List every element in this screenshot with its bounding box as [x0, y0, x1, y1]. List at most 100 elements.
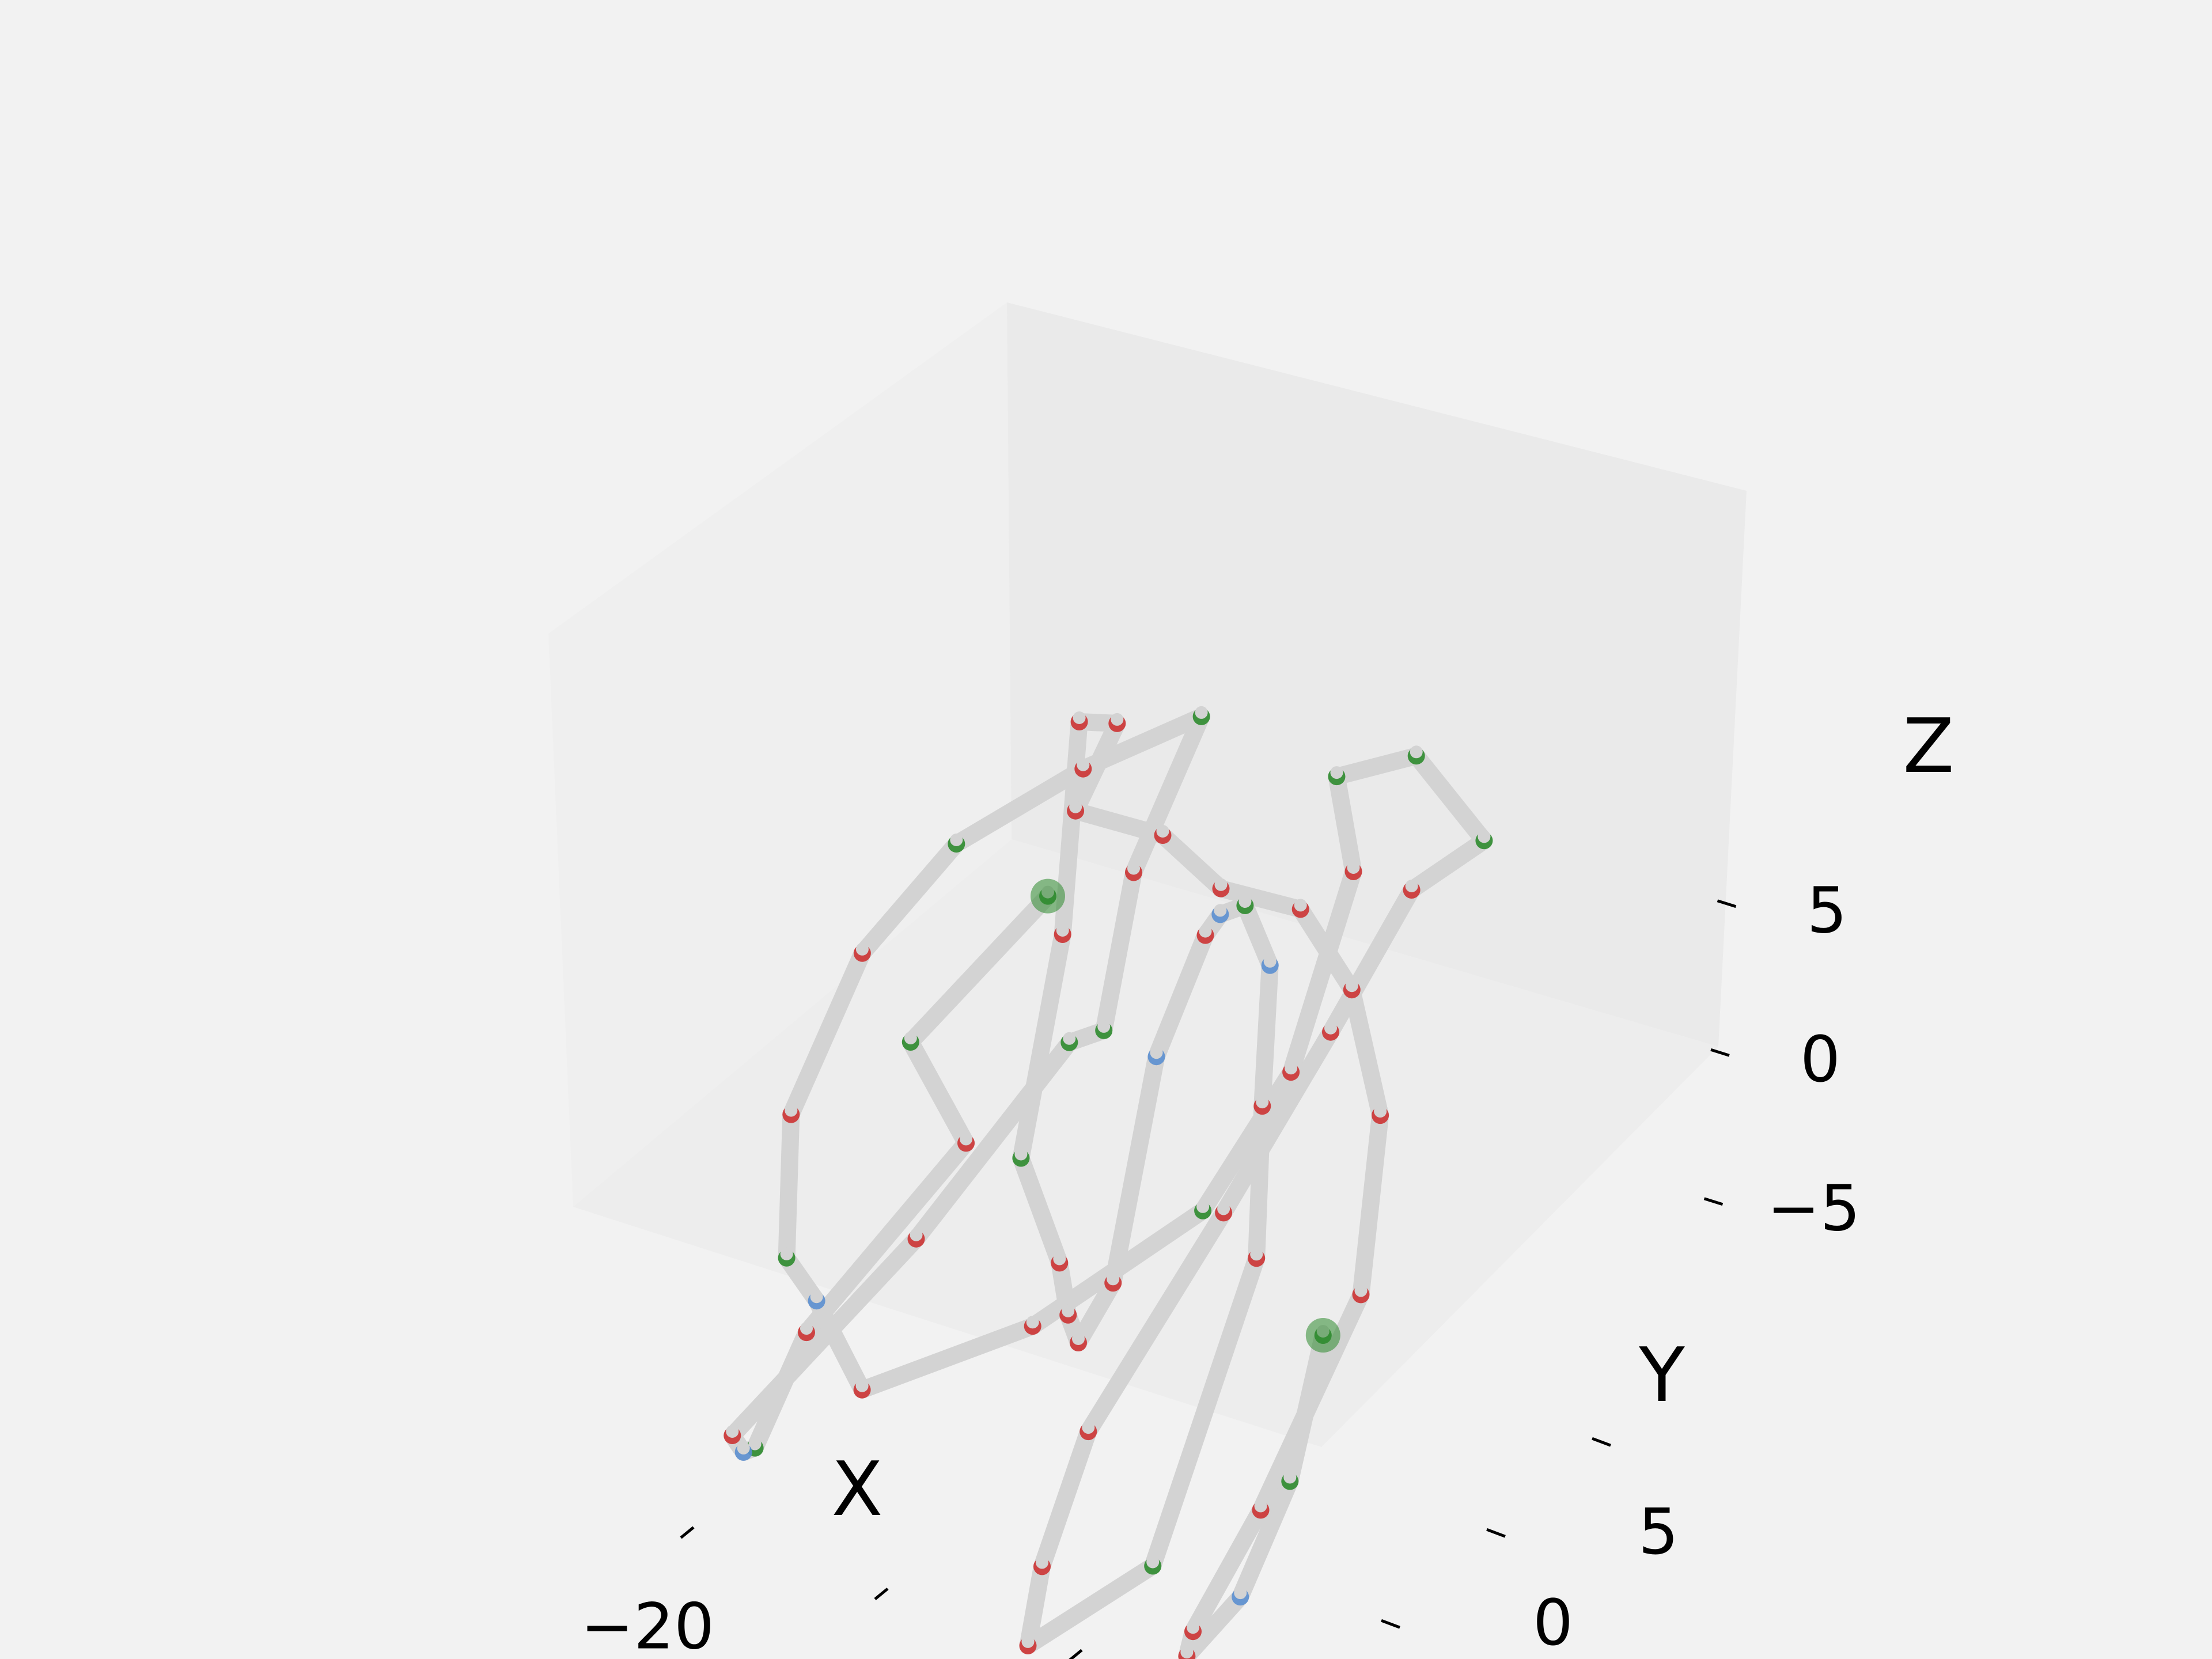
data-point-overlay — [1111, 713, 1124, 726]
data-point-overlay — [810, 1290, 823, 1304]
data-point-overlay — [1254, 1499, 1267, 1513]
y-tick — [1592, 1437, 1611, 1447]
data-point-overlay — [1097, 1020, 1111, 1033]
data-point-overlay — [1073, 711, 1086, 724]
series-layer — [724, 706, 1493, 1659]
series-segment — [1054, 713, 1088, 943]
data-point-overlay — [780, 1247, 793, 1260]
data-point-overlay — [1187, 1621, 1199, 1634]
data-point-overlay — [1072, 1332, 1085, 1345]
data-point-overlay — [1062, 1304, 1075, 1317]
data-point-overlay — [726, 1425, 739, 1438]
data-point-overlay — [855, 942, 869, 956]
data-point-overlay — [737, 1441, 750, 1455]
series-segment — [1322, 881, 1421, 1041]
y-tick-label: 5 — [1638, 1495, 1679, 1569]
series-segment — [724, 1230, 925, 1444]
series-segment — [1194, 1063, 1300, 1219]
x-tick-label: −20 — [581, 1589, 714, 1659]
data-point-overlay — [1014, 1147, 1028, 1161]
series-segment — [1407, 747, 1493, 850]
x-tick-label: 0 — [821, 1651, 862, 1659]
x-axis-label: X — [831, 1445, 882, 1533]
data-point-overlay — [1217, 1202, 1230, 1215]
data-point-overlay — [950, 834, 963, 846]
series-segment — [808, 1292, 871, 1399]
series-segment — [1236, 897, 1279, 974]
data-point-overlay — [1283, 1471, 1297, 1484]
data-point-overlay — [1214, 878, 1228, 891]
series-segment — [853, 1317, 1041, 1399]
series-segment — [782, 944, 871, 1123]
x-tick — [874, 1588, 889, 1600]
data-point-overlay — [1026, 1316, 1039, 1329]
data-point-overlay — [1238, 895, 1252, 908]
series-segment — [1328, 747, 1425, 786]
series-segment — [1215, 1023, 1339, 1222]
data-point-overlay — [904, 1032, 917, 1044]
x-tick — [680, 1526, 695, 1539]
y-tick — [1381, 1619, 1400, 1629]
data-point-overlay — [1156, 825, 1169, 838]
series-segment — [1095, 863, 1142, 1039]
series-segment — [1248, 1097, 1271, 1267]
data-point-overlay — [1195, 706, 1208, 719]
z-tick-label: 5 — [1807, 874, 1847, 948]
data-point-overlay — [1180, 1646, 1194, 1659]
series-segment — [1147, 926, 1214, 1066]
data-point-overlay — [1256, 1096, 1269, 1109]
series-segment — [778, 1105, 800, 1267]
data-point-overlay — [1410, 745, 1423, 759]
data-point-overlay — [910, 1228, 923, 1241]
data-point-overlay — [1285, 1062, 1298, 1075]
data-point-overlay — [748, 1437, 762, 1450]
data-point-overlay — [1036, 1556, 1048, 1569]
series-segment — [1067, 802, 1172, 844]
data-point-overlay — [1107, 1272, 1120, 1286]
series-segment — [1144, 1249, 1266, 1575]
z-tick — [1703, 1197, 1724, 1206]
series-segment — [1352, 1107, 1389, 1304]
data-point-overlay — [960, 1132, 972, 1146]
data-point-overlay — [1146, 1555, 1160, 1569]
series-segment — [1178, 1588, 1249, 1659]
data-point-overlay — [1063, 1032, 1076, 1045]
series-segment — [1125, 707, 1210, 881]
series-segment — [1282, 863, 1362, 1081]
left-pane-xz — [548, 302, 1012, 1207]
series-segment — [1019, 1557, 1162, 1654]
z-tick — [1710, 1048, 1730, 1057]
series-segment — [1281, 1327, 1332, 1490]
z-axis-label: Z — [1903, 702, 1954, 790]
ticks-layer: −20020−505−505 — [581, 874, 1861, 1659]
series-segment — [798, 1134, 975, 1342]
data-point-overlay — [1077, 758, 1090, 771]
data-point-overlay — [1021, 1635, 1035, 1648]
data-point-overlay — [1354, 1284, 1368, 1297]
series-segment — [1070, 1274, 1122, 1351]
data-point-overlay — [1478, 830, 1491, 843]
z-tick-label: 0 — [1800, 1022, 1840, 1096]
y-tick — [1486, 1528, 1506, 1538]
series-segment — [1033, 1423, 1097, 1575]
data-point-overlay — [1196, 1200, 1210, 1213]
series-segment — [1343, 981, 1389, 1124]
data-point-overlay — [1345, 979, 1358, 993]
data-point-overlay — [1053, 1252, 1066, 1266]
series-segment — [948, 760, 1092, 853]
series-segment — [1212, 880, 1309, 918]
data-point-overlay — [785, 1104, 798, 1117]
data-point-overlay — [1214, 904, 1227, 917]
series-segment — [853, 835, 965, 962]
data-point-overlay — [1082, 1421, 1095, 1434]
data-point-overlay — [1069, 800, 1082, 813]
data-point-overlay — [1263, 955, 1277, 968]
series-segment — [1154, 827, 1230, 897]
series-segment — [1012, 1149, 1069, 1272]
data-point-overlay — [1056, 924, 1069, 937]
data-point-overlay — [1150, 1046, 1163, 1059]
z-tick-label: −5 — [1767, 1172, 1860, 1245]
highlighted-point — [1031, 878, 1065, 914]
data-point-overlay — [1250, 1248, 1263, 1261]
